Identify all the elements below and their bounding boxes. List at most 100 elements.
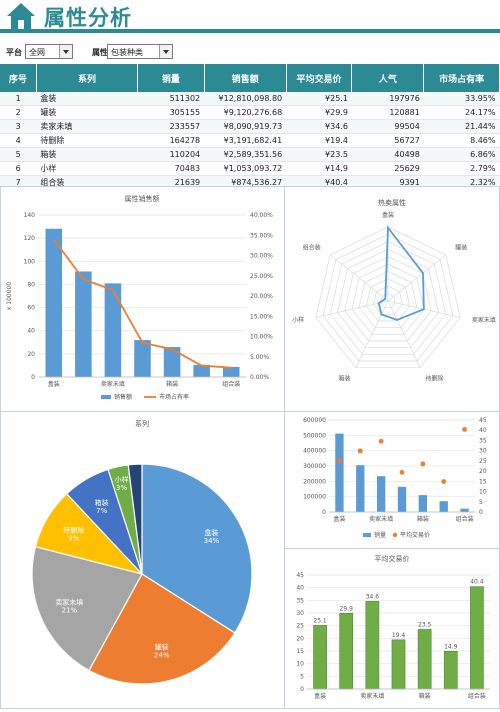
y-tick-label: 100	[24, 258, 36, 265]
filter-bar: 平台 全网 属性 包装种类	[0, 42, 500, 62]
data-label: 34.6	[366, 593, 380, 600]
x-tick-label: 卖家未填	[360, 692, 384, 700]
volume-chart-panel: 0 100000 200000 300000 400000 500000 600000 0 5 1…	[284, 411, 500, 549]
x-tick-label: 组合装	[456, 515, 474, 523]
table-row[interactable]: 3 卖家未填 233557 ¥8,090,919.73 ¥34.6 99504 21.44%	[0, 119, 500, 134]
column-header[interactable]: 平均交易价	[286, 64, 353, 92]
y-tick-label: 15	[296, 648, 304, 655]
bar	[75, 271, 92, 377]
radar-axis-label: 盒装	[382, 211, 394, 219]
column-header[interactable]: 销售额	[204, 64, 287, 92]
radar-spoke	[387, 300, 421, 368]
scatter-point	[337, 458, 342, 464]
table-cell: 4	[0, 133, 37, 148]
table-row[interactable]: 5 箱装 110204 ¥2,589,351.56 ¥23.5 40498 6.86%	[0, 147, 500, 162]
x-tick-label: 组合装	[468, 692, 486, 700]
bar	[313, 625, 327, 690]
bar	[365, 601, 380, 690]
column-header[interactable]: 市场占有率	[423, 64, 500, 92]
y-tick-label: 500000	[303, 432, 326, 439]
y2-tick-label: 15.00%	[250, 313, 273, 320]
scatter-point	[357, 448, 363, 454]
pie-chart-panel: 系列 盒装 34% 罐装 24% 卖家未填 21% 待删除 9% 箱装 7% 小样 3%	[0, 411, 285, 709]
column-header[interactable]: 销量	[137, 64, 205, 92]
y2-tick-label: 25	[479, 458, 487, 465]
y2-tick-label: 40	[479, 427, 487, 434]
radar-grid	[344, 256, 432, 342]
table-cell: 99504	[351, 119, 424, 134]
chart-title: 热卖属性	[378, 198, 406, 207]
table-cell: 箱装	[36, 147, 138, 162]
radar-grid	[329, 241, 447, 355]
table-row[interactable]: 6 小样 70483 ¥1,053,093.72 ¥14.9 25629 2.79%	[0, 161, 500, 176]
data-label: 14.9	[444, 643, 458, 650]
table-header-row: 序号 系列 销量 销售额 平均交易价 人气 市场占有率	[0, 64, 500, 92]
column-header[interactable]: 序号	[0, 64, 37, 92]
avg-price-chart: 平均交易价 0 5 10 15 20 25 30 35 40 45 25.1 盒装 29.9 34.6 卖家未…	[296, 554, 490, 700]
legend-swatch	[101, 395, 111, 399]
radar-grid	[315, 226, 461, 369]
y-tick-label: 40	[296, 585, 304, 592]
radar-spoke	[329, 254, 389, 302]
y-tick-label: 200000	[303, 478, 326, 485]
y2-tick-label: 5.00%	[250, 354, 269, 361]
table-cell: 24.17%	[423, 105, 500, 120]
attribute-select[interactable]: 包装种类	[107, 44, 173, 59]
radar-grid	[351, 263, 425, 335]
x-tick-label: 箱装	[417, 515, 429, 523]
x-tick-label: 箱装	[166, 380, 178, 388]
y2-tick-label: 10.00%	[250, 334, 273, 341]
pie-label: 罐装	[155, 643, 169, 652]
table-cell: ¥2,589,351.56	[204, 147, 287, 162]
y2-tick-label: 0	[479, 509, 483, 516]
page-header: 属性分析	[0, 0, 500, 34]
table-cell: 6	[0, 161, 37, 176]
data-label: 40.4	[470, 579, 484, 586]
radar-grid	[373, 285, 403, 315]
bar	[356, 465, 365, 512]
y-tick-label: 20	[296, 635, 304, 642]
chevron-down-icon[interactable]	[159, 45, 172, 58]
y2-tick-label: 40.00%	[250, 212, 273, 219]
bar	[470, 586, 484, 690]
legend-label: 市场占有率	[159, 393, 189, 401]
y2-tick-label: 35.00%	[250, 232, 273, 239]
y2-tick-label: 30.00%	[250, 253, 273, 260]
radar-grid	[365, 278, 411, 322]
radar-spoke	[315, 300, 389, 318]
table-cell: 70483	[137, 161, 205, 176]
platform-select[interactable]: 全网	[25, 44, 73, 59]
table-row[interactable]: 4 待删除 164278 ¥3,191,682.41 ¥19.4 56727 8.46%	[0, 133, 500, 148]
y-tick-label: 0	[31, 374, 35, 381]
table-row[interactable]: 1 盒装 511302 ¥12,810,098.80 ¥25.1 197976 33.95%	[0, 92, 500, 106]
table-cell: 164278	[137, 133, 205, 148]
y-tick-label: 0	[300, 686, 304, 693]
bar	[417, 629, 432, 690]
chevron-down-icon[interactable]	[59, 45, 72, 58]
table-cell: ¥19.4	[286, 133, 352, 148]
table-cell: 盒装	[36, 92, 138, 106]
table-cell: 5	[0, 147, 37, 162]
table-cell: 卖家未填	[36, 119, 138, 134]
column-header[interactable]: 系列	[36, 64, 139, 92]
bar	[397, 486, 407, 512]
column-header[interactable]: 人气	[351, 64, 425, 92]
radar-spoke	[387, 254, 447, 302]
pie-slice	[88, 573, 236, 685]
data-label: 29.9	[340, 605, 354, 612]
table-cell: 511302	[137, 92, 205, 106]
sales-combo-chart: 属性销售额 0 20 40 60 80 100 120 140 0.00% 5.00% 10.00% 1…	[6, 194, 273, 401]
table-cell: 110204	[137, 147, 205, 162]
scatter-point	[420, 461, 426, 467]
x-tick-label: 卖家未填	[369, 515, 393, 523]
series-line	[53, 238, 232, 369]
attribute-label: 属性	[92, 48, 108, 57]
y-tick-label: 5	[300, 673, 304, 680]
table-row[interactable]: 2 罐装 305155 ¥9,120,276.68 ¥29.9 120881 24.17%	[0, 105, 500, 120]
table-cell: ¥34.6	[286, 119, 352, 134]
legend-swatch	[392, 532, 398, 538]
platform-label: 平台	[6, 48, 22, 57]
home-icon[interactable]	[6, 2, 36, 30]
